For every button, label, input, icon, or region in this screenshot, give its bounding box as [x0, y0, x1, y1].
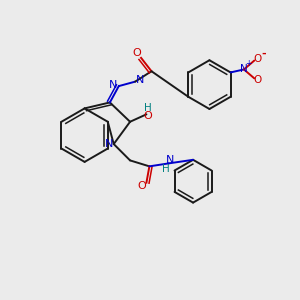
Text: -: - [262, 49, 266, 59]
Text: H: H [162, 164, 169, 174]
Text: O: O [254, 54, 262, 64]
Text: O: O [143, 111, 152, 121]
Text: N: N [136, 75, 145, 85]
Text: N: N [166, 155, 174, 165]
Text: O: O [254, 75, 262, 85]
Text: N: N [240, 64, 248, 74]
Text: +: + [245, 59, 252, 68]
Text: N: N [109, 80, 118, 90]
Text: N: N [105, 139, 113, 149]
Text: H: H [144, 103, 152, 113]
Text: O: O [132, 48, 141, 59]
Text: O: O [138, 181, 146, 191]
